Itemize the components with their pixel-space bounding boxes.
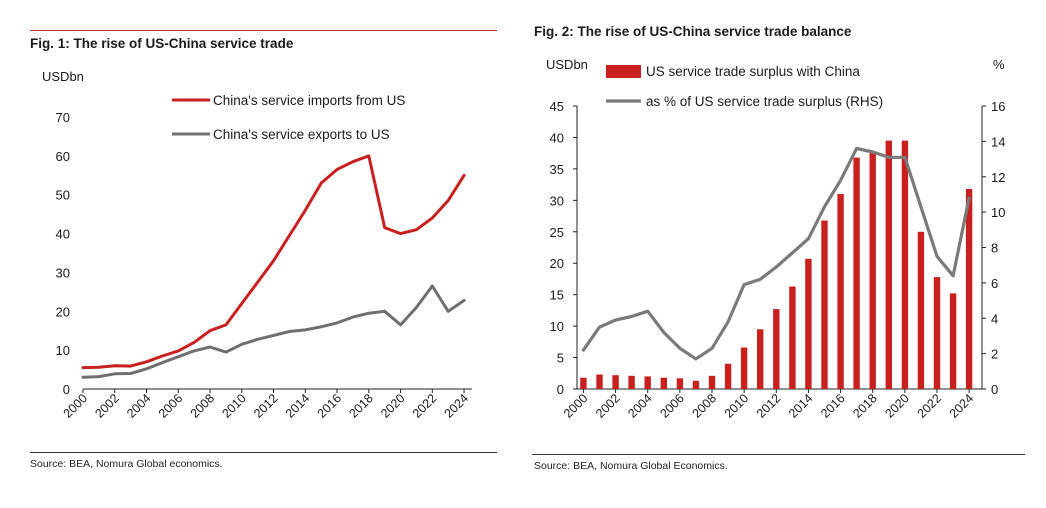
figure-2: Fig. 2: The rise of US-China service tra… — [520, 0, 1046, 508]
x-tick-label: 2000 — [561, 391, 591, 421]
bar — [773, 309, 780, 389]
y-tick-label-left: 10 — [550, 319, 564, 334]
y-axis-label: USDbn — [42, 69, 84, 84]
bar — [628, 375, 635, 389]
y-tick-label-right: 6 — [991, 276, 998, 291]
y-tick-label-left: 15 — [550, 288, 564, 303]
y-tick-label: 70 — [56, 110, 70, 125]
x-tick-label: 2020 — [378, 391, 408, 421]
y-tick-label-right: 16 — [991, 99, 1005, 114]
source-rule — [532, 454, 1025, 455]
y-tick-label-left: 20 — [550, 256, 564, 271]
bar — [757, 329, 764, 389]
x-tick-label: 2024 — [442, 391, 472, 421]
x-tick-label: 2010 — [219, 391, 249, 421]
legend-label-1: China's service exports to US — [213, 127, 390, 142]
y-tick-label-left: 25 — [550, 225, 564, 240]
x-tick-label: 2018 — [346, 391, 376, 421]
x-tick-label: 2016 — [818, 391, 848, 421]
figure-2-source: Source: BEA, Nomura Global Economics. — [534, 460, 728, 472]
y-tick-label: 20 — [56, 304, 70, 319]
bar — [949, 293, 957, 389]
y-axis-label-right: % — [993, 57, 1005, 72]
y-tick-label: 60 — [56, 149, 70, 164]
x-tick-label: 2002 — [593, 391, 623, 421]
legend-label-0: US service trade surplus with China — [646, 64, 860, 79]
x-tick-label: 2012 — [754, 391, 784, 421]
series-line-0 — [81, 154, 466, 370]
bar — [789, 286, 796, 389]
x-tick-label: 2022 — [915, 391, 945, 421]
y-tick-label: 50 — [56, 188, 70, 203]
x-tick-label: 2024 — [947, 391, 977, 421]
bar — [676, 378, 684, 389]
bar — [612, 375, 619, 389]
x-tick-label: 2008 — [188, 391, 218, 421]
bar — [660, 377, 667, 389]
bar — [901, 140, 909, 389]
bar — [740, 347, 748, 389]
bar — [837, 194, 844, 389]
bar — [692, 380, 700, 389]
legend-label-0: China's service imports from US — [213, 93, 405, 108]
y-tick-label: 30 — [56, 265, 70, 280]
y-tick-label-right: 2 — [991, 347, 998, 362]
figure-1-title: Fig. 1: The rise of US-China service tra… — [30, 36, 294, 51]
y-tick-label-left: 40 — [550, 130, 564, 145]
x-tick-label: 2008 — [690, 391, 720, 421]
bar — [580, 377, 587, 389]
bar — [821, 220, 828, 389]
bar — [596, 374, 603, 389]
bar — [853, 157, 860, 389]
series-line-rhs — [581, 146, 971, 361]
y-tick-label-left: 0 — [557, 382, 564, 397]
bar — [805, 258, 812, 389]
x-tick-label: 2004 — [124, 391, 154, 421]
x-tick-label: 2016 — [315, 391, 345, 421]
bar — [933, 277, 941, 389]
x-tick-label: 2022 — [410, 391, 440, 421]
series-line-1 — [81, 284, 466, 379]
bar — [869, 151, 876, 389]
y-tick-label-right: 0 — [991, 382, 998, 397]
x-tick-label: 2006 — [657, 391, 687, 421]
x-tick-label: 2006 — [156, 391, 186, 421]
x-tick-label: 2010 — [722, 391, 752, 421]
y-tick-label: 0 — [63, 382, 70, 397]
x-tick-label: 2012 — [251, 391, 281, 421]
y-tick-label-right: 8 — [991, 241, 998, 256]
source-rule — [30, 452, 497, 453]
x-tick-label: 2014 — [283, 391, 313, 421]
figure-1: Fig. 1: The rise of US-China service tra… — [0, 0, 520, 508]
x-tick-label: 2002 — [92, 391, 122, 421]
bar — [708, 375, 716, 389]
bar — [644, 376, 651, 389]
x-tick-label: 2004 — [625, 391, 655, 421]
legend-swatch-0 — [606, 65, 641, 78]
x-tick-label: 2020 — [882, 391, 912, 421]
y-tick-label-left: 30 — [550, 193, 564, 208]
y-tick-label: 10 — [56, 343, 70, 358]
title-top-rule — [30, 30, 497, 31]
bar — [917, 231, 925, 389]
y-axis-label-left: USDbn — [546, 57, 588, 72]
x-tick-label: 2014 — [786, 391, 816, 421]
figure-2-title: Fig. 2: The rise of US-China service tra… — [534, 24, 852, 39]
y-tick-label-right: 14 — [991, 134, 1005, 149]
y-tick-label: 40 — [56, 227, 70, 242]
figure-1-source: Source: BEA, Nomura Global economics. — [30, 458, 223, 470]
bar — [885, 140, 892, 389]
y-tick-label-left: 45 — [550, 99, 564, 114]
bar — [965, 189, 973, 389]
y-tick-label-right: 12 — [991, 170, 1005, 185]
figure-2-chart: USDbn % 0 5 10 15 20 25 30 35 40 45 0 2 4 6 8 10 12 14 16 200… — [546, 57, 1005, 421]
x-tick-label: 2018 — [850, 391, 880, 421]
y-tick-label-right: 10 — [991, 205, 1005, 220]
legend-label-1: as % of US service trade surplus (RHS) — [646, 94, 883, 109]
y-tick-label-right: 4 — [991, 311, 998, 326]
y-tick-label-left: 5 — [557, 351, 564, 366]
bar — [724, 363, 732, 389]
y-tick-label-left: 35 — [550, 162, 564, 177]
